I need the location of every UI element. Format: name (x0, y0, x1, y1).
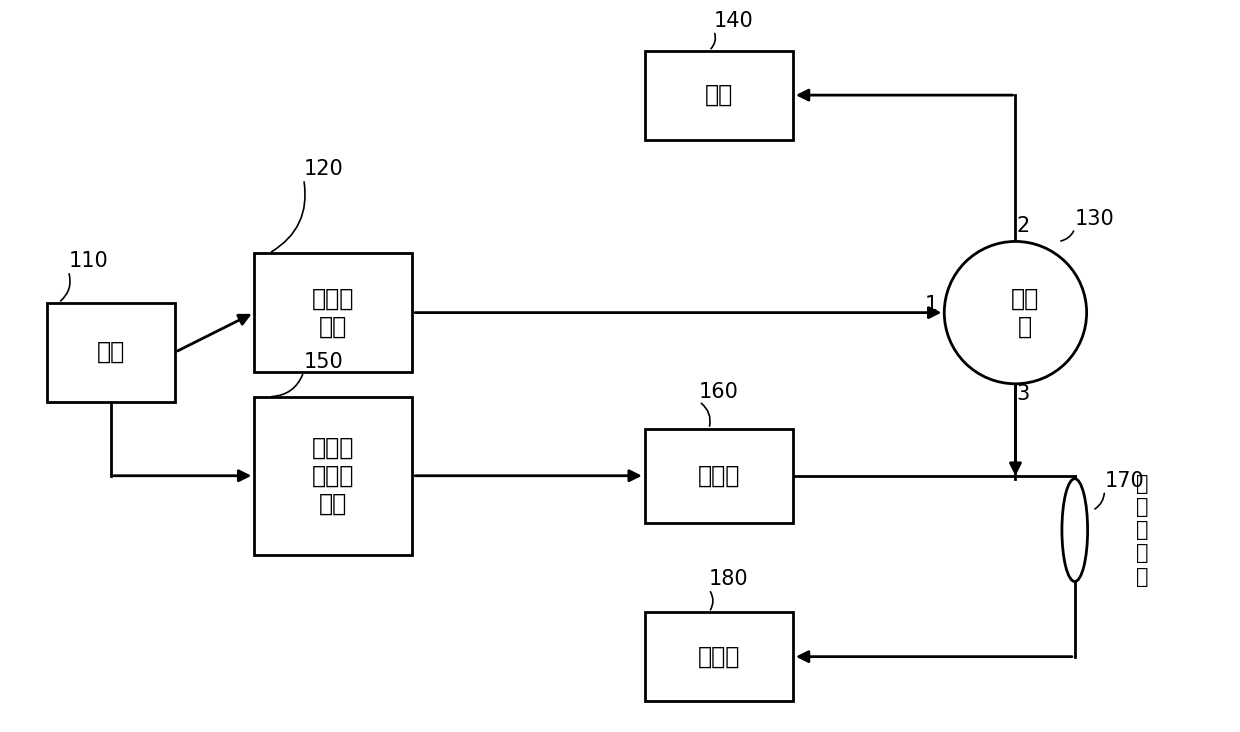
Text: 3: 3 (1017, 384, 1030, 403)
Text: 光源: 光源 (97, 340, 125, 364)
Text: 1: 1 (925, 295, 937, 315)
FancyBboxPatch shape (254, 253, 413, 372)
Text: 光纤: 光纤 (704, 83, 733, 107)
Text: 180: 180 (709, 569, 749, 589)
Text: 2: 2 (1017, 216, 1030, 236)
FancyBboxPatch shape (645, 429, 794, 523)
FancyBboxPatch shape (645, 612, 794, 701)
Text: 120: 120 (304, 159, 343, 179)
Text: 170: 170 (1105, 471, 1145, 490)
Text: 探测器: 探测器 (698, 645, 740, 668)
Text: 110: 110 (68, 251, 108, 271)
FancyBboxPatch shape (645, 51, 794, 140)
Text: 150: 150 (304, 352, 343, 372)
Text: 环形
器: 环形 器 (1011, 287, 1039, 338)
Text: 声光调
制器: 声光调 制器 (312, 287, 355, 338)
Text: 130: 130 (1075, 209, 1115, 228)
Text: 本振光
信号产
生器: 本振光 信号产 生器 (312, 436, 355, 515)
Ellipse shape (1061, 479, 1087, 581)
Circle shape (945, 242, 1086, 384)
Text: 140: 140 (714, 11, 754, 31)
FancyBboxPatch shape (254, 397, 413, 555)
Text: 光开关: 光开关 (698, 464, 740, 488)
Text: 160: 160 (699, 381, 739, 402)
Text: 第
一
耦
合
器: 第 一 耦 合 器 (1136, 474, 1148, 586)
FancyBboxPatch shape (47, 303, 175, 402)
